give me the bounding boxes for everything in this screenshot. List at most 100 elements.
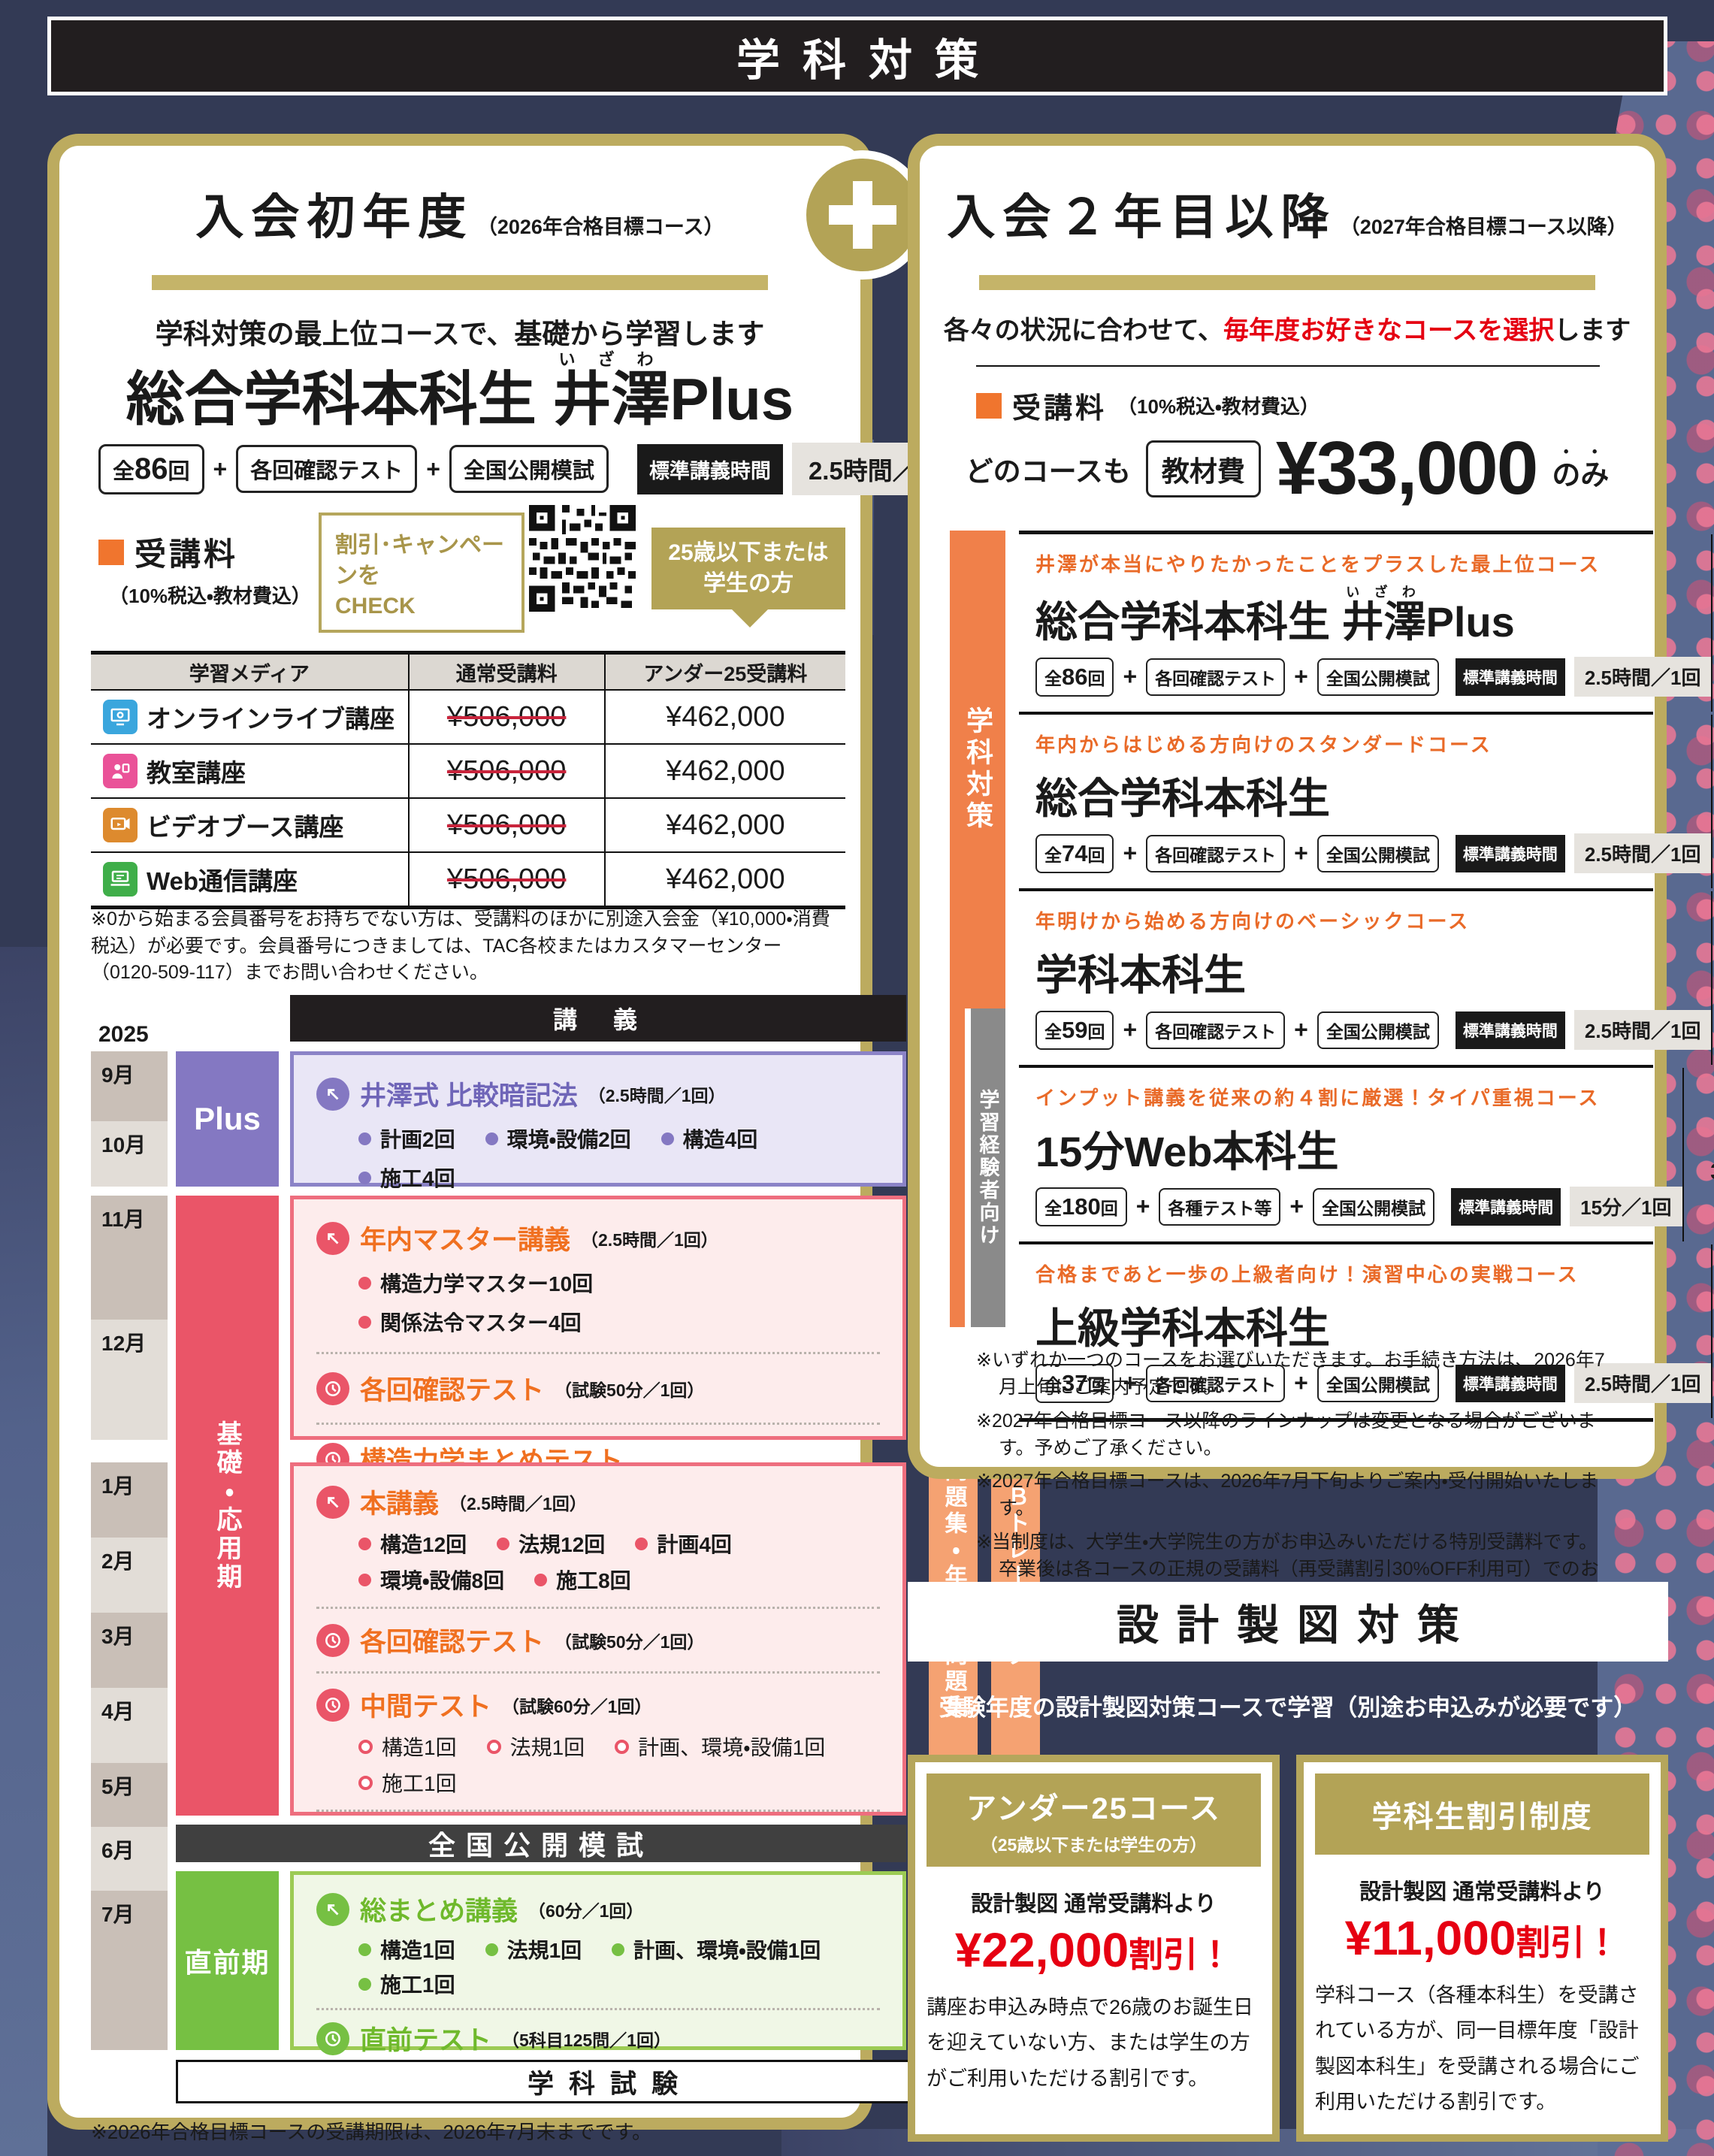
under25-discount-card: アンダー25コース （25歳以下または学生の方） 設計製図 通常受講料より ¥2…	[908, 1755, 1280, 2142]
test-icon	[316, 1688, 349, 1722]
timeline-box-master: 年内マスター講義 （2.5時間／1回） 構造力学マスター10回 関係法令マスター…	[290, 1196, 906, 1508]
month-cell: 1月	[91, 1462, 168, 1538]
left-fee-label: 受講料 （10%税込・教材費込）	[98, 529, 311, 609]
month-cell: 10月	[91, 1121, 168, 1187]
box-meta: （5科目125問／1回）	[502, 2030, 671, 2050]
right-fee-label: 受講料 （10%税込・教材費込）	[976, 385, 1320, 426]
regular-price: ¥506,000	[446, 863, 567, 895]
fee-word: 受講料	[135, 537, 239, 572]
course-title: 総合学科本科生	[1035, 775, 1330, 822]
session-count-badge: 全86回	[1035, 657, 1114, 697]
box-title: 井澤式 比較暗記法	[360, 1081, 578, 1111]
media-label: Web通信講座	[147, 867, 298, 895]
test-badge: 各回確認テスト	[1146, 834, 1286, 872]
media-label: オンラインライブ講座	[147, 705, 394, 733]
material-fee-price: ¥33,000	[1275, 426, 1538, 510]
course-subtitle: 年明けから始める方向けのベーシックコース	[1035, 910, 1471, 933]
discount-amount: ¥11,000割引！	[1344, 1911, 1620, 1965]
course-start-date: 2027年1月開講	[1711, 891, 1714, 1065]
fee-table: 学習メディア 通常受講料 アンダー25受講料 オンラインライブ講座 ¥506,0…	[91, 651, 845, 909]
gakka-student-discount-card: 学科生割引制度 設計製図 通常受講料より ¥11,000割引！ 学科コース（各種…	[1296, 1755, 1668, 2142]
course-title: 学科本科生	[1035, 951, 1246, 999]
course-start-date: 2026年9月開講	[1711, 534, 1714, 712]
month-cell: 12月	[91, 1320, 168, 1440]
time-label: 標準講義時間	[1455, 834, 1565, 872]
media-label: ビデオブース講座	[147, 813, 344, 841]
course-start-date: 2027年4月開講	[1711, 1244, 1714, 1418]
month-cell: 4月	[91, 1688, 168, 1763]
test-icon	[316, 1623, 349, 1657]
right-heading-title: 入会２年目以降	[947, 190, 1337, 244]
course-list: 井澤が本当にやりたかったことをプラスした最上位コース 総合学科本科生 井澤いざわ…	[1019, 531, 1714, 1422]
box-title: 各回確認テスト	[360, 1376, 545, 1405]
moshi-badge: 全国公開模試	[1316, 1364, 1439, 1402]
fee-suffix: のみ	[1552, 460, 1610, 491]
timeline-box-plus: 井澤式 比較暗記法 （2.5時間／1回） 計画2回 環境・設備2回 構造4回 施…	[290, 1051, 906, 1190]
moshi-badge: 全国公開模試	[1316, 834, 1439, 872]
moshi-badge: 全国公開模試	[1316, 658, 1439, 696]
time-value: 15分／1回	[1570, 1187, 1682, 1226]
session-count-badge: 全74回	[1035, 833, 1114, 873]
course-title-name: 井澤いざわ	[552, 350, 670, 432]
exam-box: 学科試験	[176, 2060, 1044, 2103]
test-badge: 各回確認テスト	[1146, 1364, 1286, 1402]
moshi-badge: 全国公開模試	[1313, 1187, 1435, 1226]
session-count-badge: 全59回	[1035, 1010, 1114, 1050]
note-item: ※2027年合格目標コース以降のラインナップは変更となる場合がございます。予めご…	[976, 1410, 1596, 1459]
member-note: ※0から始まる会員番号をお持ちでない方は、受講料のほかに別途入会金（¥10,00…	[91, 909, 830, 983]
discount-amount: ¥22,000割引！	[954, 1923, 1233, 1977]
month-cell: 2月	[91, 1538, 168, 1613]
table-row: ビデオブース講座 ¥506,000 ¥462,000	[91, 797, 845, 851]
category-bar-gakka: 学科対策	[950, 531, 1005, 1008]
left-badge-row: 全86回 + 各回確認テスト + 全国公開模試 標準講義時間 2.5時間／1回	[98, 443, 973, 495]
media-label: 教室講座	[147, 759, 246, 787]
test-badge: 各種テスト等	[1159, 1187, 1281, 1226]
box-title: 中間テスト	[360, 1692, 492, 1722]
course-row: 年内からはじめる方向けのスタンダードコース 総合学科本科生 全74回 + 各回確…	[1019, 712, 1713, 888]
lecture-icon	[316, 1221, 349, 1255]
fee-square-icon	[98, 539, 124, 565]
col-regular: 通常受講料	[407, 655, 604, 689]
left-heading-subtitle: （2026年合格目標コース）	[476, 216, 724, 238]
drafting-title: 設計製図対策	[1117, 1601, 1477, 1649]
month-cell: 5月	[91, 1763, 168, 1827]
moshi-badge: 全国公開模試	[1316, 1011, 1439, 1049]
course-row: インプット講義を従来の約４割に厳選！タイパ重視コース 15分Web本科生 全18…	[1019, 1065, 1714, 1241]
box-title: 総まとめ講義	[360, 1897, 518, 1926]
time-value: 2.5時間／1回	[1573, 833, 1712, 873]
course-title: 上級学科本科生	[1035, 1305, 1330, 1352]
qr-code[interactable]	[529, 505, 636, 612]
time-label: 標準講義時間	[1455, 1011, 1565, 1049]
campaign-check-box[interactable]: 割引･キャンペーンを CHECK	[319, 513, 524, 633]
course-subtitle: インプット講義を従来の約４割に厳選！タイパ重視コース	[1035, 1087, 1601, 1109]
month-cell: 7月	[91, 1891, 168, 2050]
col-media: 学習メディア	[91, 655, 408, 689]
time-label: 標準講義時間	[1455, 1364, 1565, 1402]
phase-plus-bar: Plus	[176, 1051, 279, 1187]
course-row: 合格まであと一歩の上級者向け！演習中心の実戦コース 上級学科本科生 全37回 +…	[1019, 1241, 1713, 1418]
fee-pre: どのコースも	[965, 455, 1131, 487]
session-count-badge: 全86回	[98, 443, 204, 494]
test-badge: 各回確認テスト	[1146, 658, 1286, 696]
under25-price: ¥462,000	[666, 754, 785, 787]
national-mock-bar: 全国公開模試	[176, 1825, 906, 1862]
box-meta: （2.5時間／1回）	[588, 1085, 726, 1105]
course-subtitle: 合格まであと一歩の上級者向け！演習中心の実戦コース	[1035, 1263, 1579, 1286]
first-year-panel: 入会初年度 （2026年合格目標コース） 学科対策の最上位コースで、基礎から学習…	[47, 134, 1044, 2143]
drafting-lead: 受験年度の設計製図対策コースで学習（別途お申込みが必要です）	[939, 1695, 1637, 1721]
drafting-title-box: 設計製図対策	[908, 1582, 1668, 1662]
phase-last-bar: 直前期	[176, 1871, 279, 2050]
fee-table-header: 学習メディア 通常受講料 アンダー25受講料	[91, 655, 845, 689]
material-fee-box: 教材費	[1145, 440, 1261, 497]
course-subtitle: 年内からはじめる方向けのスタンダードコース	[1035, 733, 1492, 756]
left-heading: 入会初年度 （2026年合格目標コース）	[59, 179, 860, 248]
second-year-panel: 入会２年目以降 （2027年合格目標コース以降） 各々の状況に合わせて、毎年度お…	[908, 134, 1714, 1607]
test-icon	[316, 2021, 349, 2055]
course-title-suffix: Plus	[670, 366, 794, 432]
course-title-main: 総合学科本科生	[125, 366, 553, 432]
box-meta: （2.5時間／1回）	[581, 1229, 718, 1250]
course-start-date: 2027年3月開講	[1682, 1068, 1714, 1241]
regular-price: ¥506,000	[446, 700, 567, 733]
classroom-icon	[103, 754, 138, 788]
table-row: Web通信講座 ¥506,000 ¥462,000	[91, 851, 845, 906]
